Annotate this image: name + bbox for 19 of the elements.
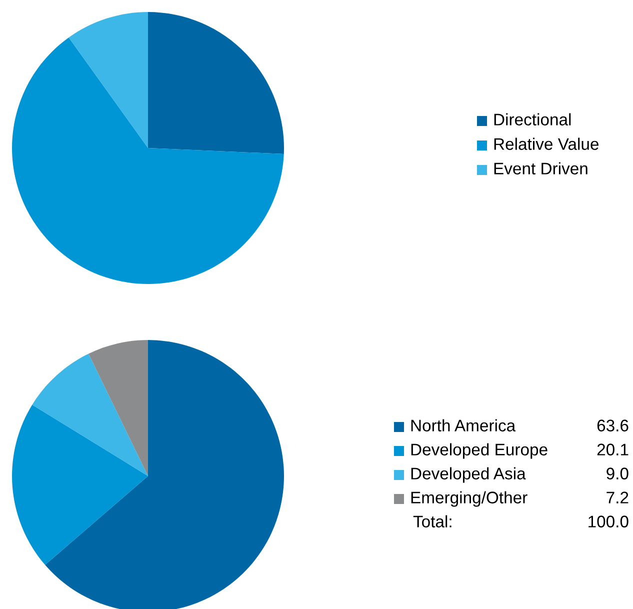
pie-slice [32,354,148,476]
pie-slice [12,404,148,565]
legend-label: Event Driven [494,162,588,174]
data-label: 20.1 [597,444,628,456]
legend-label: North America [411,419,516,432]
legend-label: Developed Asia [411,467,526,483]
legend-label: Emerging/Other [411,491,528,507]
text: 100.0 [588,516,628,528]
legend-label: Developed Europe [411,443,548,459]
pie-slice [68,12,148,148]
legend-label: Directional [494,113,571,126]
pie-slice [88,340,148,476]
data-label: 7.2 [606,492,628,504]
legend-label: Relative Value [494,138,598,150]
pie-slice [148,12,284,154]
pie-slice [12,37,284,284]
text: Total: [413,515,452,528]
data-label: 63.6 [597,420,628,432]
data-label: 9.0 [606,468,628,480]
